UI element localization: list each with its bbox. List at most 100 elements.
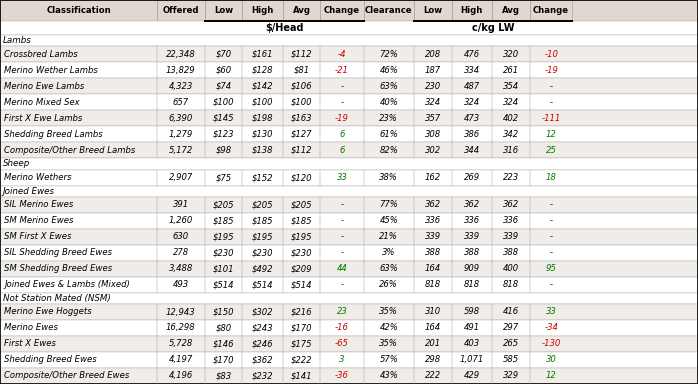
- Text: 201: 201: [424, 339, 441, 349]
- FancyBboxPatch shape: [205, 0, 242, 21]
- Text: 473: 473: [463, 114, 480, 123]
- Text: 26%: 26%: [379, 280, 399, 289]
- Text: 2,907: 2,907: [169, 173, 193, 182]
- Text: -: -: [549, 248, 553, 257]
- FancyBboxPatch shape: [242, 0, 283, 21]
- Text: SIL Shedding Breed Ewes: SIL Shedding Breed Ewes: [4, 248, 112, 257]
- Text: Low: Low: [423, 6, 443, 15]
- Text: Shedding Breed Ewes: Shedding Breed Ewes: [4, 356, 97, 364]
- Text: -: -: [341, 98, 343, 107]
- Text: $112: $112: [291, 50, 312, 59]
- Text: High: High: [461, 6, 483, 15]
- Text: 493: 493: [172, 280, 189, 289]
- Text: -: -: [549, 200, 553, 209]
- Text: $205: $205: [252, 200, 273, 209]
- FancyBboxPatch shape: [0, 304, 698, 320]
- Text: 400: 400: [503, 264, 519, 273]
- Text: -: -: [341, 280, 343, 289]
- Text: -: -: [341, 200, 343, 209]
- Text: 1,260: 1,260: [169, 216, 193, 225]
- FancyBboxPatch shape: [0, 0, 698, 21]
- FancyBboxPatch shape: [0, 126, 698, 142]
- Text: $205: $205: [213, 200, 234, 209]
- FancyBboxPatch shape: [0, 336, 698, 352]
- Text: 342: 342: [503, 130, 519, 139]
- Text: 598: 598: [463, 308, 480, 316]
- Text: -16: -16: [335, 323, 349, 333]
- Text: 261: 261: [503, 66, 519, 75]
- Text: Change: Change: [324, 6, 360, 15]
- Text: Merino Wethers: Merino Wethers: [4, 173, 72, 182]
- Text: Merino Wether Lambs: Merino Wether Lambs: [4, 66, 98, 75]
- Text: $83: $83: [215, 371, 232, 381]
- FancyBboxPatch shape: [0, 46, 698, 62]
- Text: $161: $161: [252, 50, 273, 59]
- Text: -: -: [341, 232, 343, 241]
- Text: 416: 416: [503, 308, 519, 316]
- Text: 35%: 35%: [379, 308, 399, 316]
- Text: 22,348: 22,348: [166, 50, 195, 59]
- FancyBboxPatch shape: [0, 352, 698, 368]
- Text: $74: $74: [215, 82, 232, 91]
- Text: -4: -4: [338, 50, 346, 59]
- Text: Sheep: Sheep: [3, 159, 30, 169]
- FancyBboxPatch shape: [0, 170, 698, 185]
- Text: 336: 336: [503, 216, 519, 225]
- Text: 23%: 23%: [379, 114, 399, 123]
- FancyBboxPatch shape: [0, 213, 698, 229]
- Text: 6: 6: [339, 146, 345, 155]
- Text: $230: $230: [252, 248, 273, 257]
- Text: $75: $75: [215, 173, 232, 182]
- FancyBboxPatch shape: [0, 229, 698, 245]
- Text: 5,728: 5,728: [169, 339, 193, 349]
- Text: Shedding Breed Lambs: Shedding Breed Lambs: [4, 130, 103, 139]
- Text: $142: $142: [252, 82, 273, 91]
- Text: -: -: [549, 98, 553, 107]
- Text: $185: $185: [291, 216, 312, 225]
- FancyBboxPatch shape: [0, 197, 698, 213]
- Text: -65: -65: [335, 339, 349, 349]
- Text: 82%: 82%: [379, 146, 399, 155]
- Text: 302: 302: [424, 146, 441, 155]
- Text: $/Head: $/Head: [265, 23, 304, 33]
- Text: 222: 222: [424, 371, 441, 381]
- Text: $514: $514: [252, 280, 273, 289]
- Text: 362: 362: [424, 200, 441, 209]
- FancyBboxPatch shape: [0, 110, 698, 126]
- Text: 4,197: 4,197: [169, 356, 193, 364]
- Text: 4,323: 4,323: [169, 82, 193, 91]
- Text: 336: 336: [424, 216, 441, 225]
- Text: -19: -19: [335, 114, 349, 123]
- Text: $106: $106: [291, 82, 312, 91]
- FancyBboxPatch shape: [0, 142, 698, 158]
- Text: $222: $222: [291, 356, 312, 364]
- Text: $138: $138: [252, 146, 273, 155]
- FancyBboxPatch shape: [0, 0, 157, 21]
- Text: SM Merino Ewes: SM Merino Ewes: [4, 216, 73, 225]
- Text: 38%: 38%: [379, 173, 399, 182]
- Text: SM Shedding Breed Ewes: SM Shedding Breed Ewes: [4, 264, 112, 273]
- Text: 310: 310: [424, 308, 441, 316]
- Text: $123: $123: [213, 130, 234, 139]
- Text: 324: 324: [424, 98, 441, 107]
- Text: -19: -19: [544, 66, 558, 75]
- Text: $185: $185: [252, 216, 273, 225]
- FancyBboxPatch shape: [530, 0, 572, 21]
- Text: 72%: 72%: [379, 50, 399, 59]
- Text: 388: 388: [503, 248, 519, 257]
- Text: Joined Ewes: Joined Ewes: [3, 187, 54, 196]
- Text: 18: 18: [546, 173, 556, 182]
- Text: Composite/Other Breed Ewes: Composite/Other Breed Ewes: [4, 371, 129, 381]
- Text: 630: 630: [172, 232, 189, 241]
- Text: $232: $232: [252, 371, 273, 381]
- FancyBboxPatch shape: [0, 94, 698, 110]
- FancyBboxPatch shape: [0, 368, 698, 384]
- Text: 388: 388: [424, 248, 441, 257]
- Text: 63%: 63%: [379, 264, 399, 273]
- Text: $150: $150: [213, 308, 234, 316]
- Text: 320: 320: [503, 50, 519, 59]
- Text: 344: 344: [463, 146, 480, 155]
- Text: 3,488: 3,488: [169, 264, 193, 273]
- Text: Offered: Offered: [163, 6, 199, 15]
- Text: $100: $100: [291, 98, 312, 107]
